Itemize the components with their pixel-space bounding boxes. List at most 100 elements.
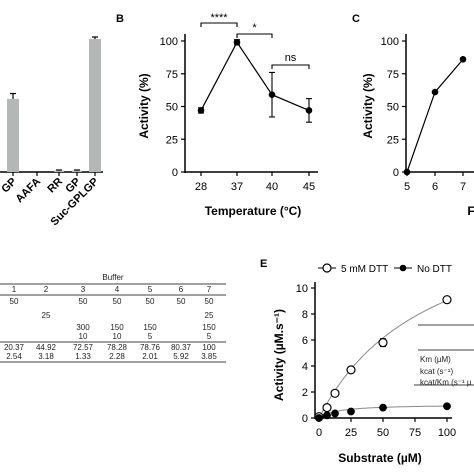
panelB-sig-bracket-1 [200,22,238,27]
panelD-cell-r5-c7: 100 [202,343,216,352]
panelC-ytick-label-50: 50 [387,102,399,114]
panelC-ylabel: Activity (%) [361,73,375,138]
panelD-col-header-2: 2 [44,285,49,294]
panelB-xtick-label-4: 45 [303,181,315,193]
panelB-ytick-label-100: 100 [160,36,178,48]
panelA-xtick-label-1: GP [0,176,19,196]
panelD-cell-r1-c7: 50 [205,297,214,306]
panelE-s2-point-2 [323,411,331,420]
panelD-buffer-header: Buffer [102,273,124,282]
panelB-point-4 [305,107,313,114]
panelC-ytick-label-25: 25 [387,134,399,146]
panelD-col-header-3: 3 [81,285,86,294]
panelB-sig-bracket-2 [236,33,273,38]
panelE-ylabel: Activity (µM.s⁻¹) [272,309,286,401]
panelE-letter: E [260,258,267,270]
panelD-cell-r5-c5: 78.76 [140,343,161,352]
panelE-s2-point-5 [379,403,387,412]
panelD-cell-r1-c5: 50 [146,297,155,306]
panelA-bar-5 [89,39,101,172]
panelE-ytick-label-6: 6 [302,335,308,347]
panelB-sig-label-2: * [252,22,257,34]
panelC-point-3 [459,56,467,63]
panelB-ytick-label-50: 50 [166,102,178,114]
panelB-xlabel: Temperature (°C) [205,204,302,218]
panelC-point-1 [403,168,411,176]
panelE-xtick-label-25: 25 [345,427,357,439]
panelE-xtick-label-50: 50 [377,427,389,439]
panelD-cell-r6-c4: 2.28 [109,352,125,361]
panelD-cell-r6-c1: 2.54 [6,352,22,361]
panelB-ytick-label-0: 0 [172,167,178,179]
panelE-s2-point-6 [443,402,451,411]
panelB-ytick-label-25: 25 [166,134,178,146]
panelD-cell-r6-c7: 3.85 [201,352,217,361]
panelD-cell-r3-c3: 300 [76,323,90,332]
panelB-sig-label-3: ns [285,52,297,64]
panelE-xtick-label-75: 75 [409,427,421,439]
panelE-ytick-label-4: 4 [302,361,308,373]
panelB-ytick-label-75: 75 [166,69,178,81]
panelB-sig-bracket-3 [271,64,310,69]
panelE-ytick-label-8: 8 [302,309,308,321]
panelE-legend-marker-1 [322,263,332,273]
panelC-xtick-label-2: 6 [432,181,438,193]
panelE-inset-label-km: Km (µM) [420,355,451,364]
panelD-cell-r2-c2: 25 [42,311,51,320]
panelC-xtick-label-3: 7 [460,181,466,193]
panelD-cell-r4-c4: 10 [113,332,122,341]
panelE-xtick-label-100: 100 [438,427,456,439]
panelD-cell-r4-c7: 5 [207,332,212,341]
panelE-legend-label-1: 5 mM DTT [341,264,388,275]
panelD-cell-r1-c1: 50 [10,297,19,306]
panelD-cell-r1-c3: 50 [79,297,88,306]
panelB-xtick-label-3: 40 [266,181,278,193]
panelA-bar-3 [54,170,64,172]
panelB-ylabel: Activity (%) [137,73,151,138]
panelD-cell-r3-c4: 150 [110,323,124,332]
panelD-cell-r1-c6: 50 [177,297,186,306]
panelE-inset-label-kcat: kcat (s⁻¹) [420,367,453,376]
panelE-ytick-label-0: 0 [302,413,308,425]
panelA-bar-4 [72,170,82,172]
panelE-legend-label-2: No DTT [417,264,452,275]
panelB-xtick-label-2: 37 [231,181,243,193]
panelB-xtick-label-1: 28 [195,181,207,193]
panelD-cell-r5-c6: 80.37 [171,343,192,352]
panelC-point-2 [431,88,439,96]
panelE-legend-marker-2 [399,264,407,272]
panelE-s1-point-6 [442,295,452,305]
panelC-letter: C [352,13,360,25]
panelD-cell-r5-c2: 44.92 [36,343,57,352]
panelB-point-2 [233,39,241,46]
panelD-cell-r1-c4: 50 [113,297,122,306]
panelB-series-line [200,41,310,111]
panelD-cell-r4-c3: 10 [79,332,88,341]
panelD-cell-r3-c7: 150 [202,323,216,332]
panelD-cell-r6-c5: 2.01 [142,352,158,361]
panelE-xtick-label-0: 0 [316,427,322,439]
panelA-xtick-label-3: RR [45,176,65,196]
panelE-s1-point-2 [322,403,332,413]
panelC-series-line [406,58,464,173]
panelC-ytick-label-100: 100 [381,36,399,48]
panelD-cell-r3-c5: 150 [143,323,157,332]
panelE-s1-point-3 [330,388,340,398]
panelD-col-header-1: 1 [12,285,17,294]
panelD-cell-r5-c4: 78.28 [107,343,128,352]
panelE-s2-point-1 [315,414,323,422]
panelD-cell-r5-c1: 20.37 [4,343,25,352]
panelE-s1-point-5 [378,338,388,348]
panelD-cell-r2-c7: 25 [205,311,214,320]
panelA-xtick-label-2: AAFA [13,176,43,206]
panelC-ytick-label-75: 75 [387,69,399,81]
panelE-ytick-label-2: 2 [302,387,308,399]
panelB-point-1 [197,107,205,114]
panelA-bar-1 [7,98,19,172]
panelB-sig-label-1: **** [210,12,228,24]
panelD-cell-r4-c5: 5 [148,332,153,341]
panelC-xtick-label-1: 5 [404,181,410,193]
panelD-cell-r6-c6: 5.92 [173,352,189,361]
